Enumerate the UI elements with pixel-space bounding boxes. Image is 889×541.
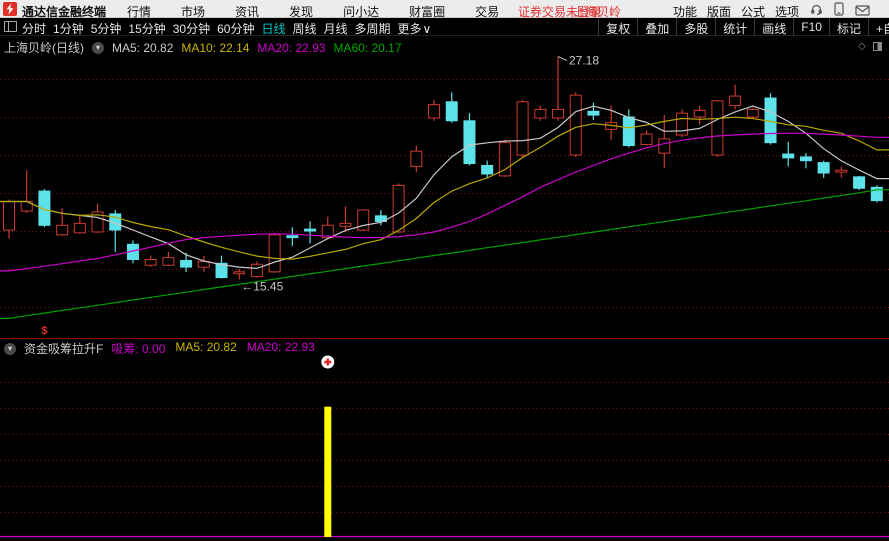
indicator-dropdown-icon[interactable]: ▾ <box>4 342 16 355</box>
headset-icon[interactable] <box>810 3 823 21</box>
menu-item-news[interactable]: 资讯 <box>235 5 260 19</box>
diamond-icon[interactable]: ◇ <box>858 41 866 52</box>
tab-multi-period[interactable]: 多周期 <box>354 22 391 36</box>
login-status[interactable]: 证券交易未登录 <box>518 5 603 19</box>
tab-1min[interactable]: 1分钟 <box>53 22 84 36</box>
chart-dropdown-icon[interactable]: ▾ <box>92 41 104 54</box>
multi-stock-button[interactable]: 多股 <box>676 18 715 36</box>
add-watchlist-button[interactable]: +自 <box>868 18 889 36</box>
overlay-button[interactable]: 叠加 <box>637 18 676 36</box>
more-dropdown[interactable]: 更多∨ <box>397 22 432 36</box>
tab-daily[interactable]: 日线 <box>261 22 286 36</box>
tab-30min[interactable]: 30分钟 <box>172 22 211 36</box>
ma10-label: MA10: 22.14 <box>181 40 250 55</box>
tab-15min[interactable]: 15分钟 <box>128 22 166 36</box>
draw-line-button[interactable]: 画线 <box>754 18 793 36</box>
period-tabs: 分时 1分钟 5分钟 15分钟 30分钟 60分钟 日线 周线 月线 多周期 更… <box>22 20 431 37</box>
titlebar-right-menu: 功能 版面 公式 选项 <box>673 3 799 20</box>
chart-corner-icons: ◇ <box>858 41 882 52</box>
tab-5min[interactable]: 5分钟 <box>90 22 122 36</box>
mail-icon[interactable] <box>855 3 870 21</box>
tab-intraday[interactable]: 分时 <box>22 22 47 36</box>
layout-window-icon[interactable] <box>4 21 17 32</box>
titlebar-menu: 行情 市场 资讯 发现 问小达 财富圈 交易 <box>127 3 499 20</box>
chart-tool-buttons: 复权 叠加 多股 统计 画线 F10 标记 +自 <box>598 18 889 36</box>
sell-signal-marker: $ <box>41 325 47 337</box>
titlebar: 通达信金融终端 行情 市场 资讯 发现 问小达 财富圈 交易 证券交易未登录 上… <box>0 0 889 21</box>
indicator-field-ma20: MA20: 22.93 <box>246 340 315 354</box>
menu-item-options[interactable]: 选项 <box>775 5 800 19</box>
menu-item-ask[interactable]: 问小达 <box>343 5 380 19</box>
cross-circle-marker <box>321 355 335 369</box>
phone-icon[interactable] <box>834 2 844 21</box>
ma20-label: MA20: 22.93 <box>257 40 326 55</box>
app-logo-icon[interactable] <box>3 2 17 16</box>
menu-item-quotes[interactable]: 行情 <box>127 5 152 19</box>
menu-item-trade[interactable]: 交易 <box>475 5 500 19</box>
restore-rights-button[interactable]: 复权 <box>598 18 637 36</box>
indicator-name: 资金吸筹拉升F <box>24 342 104 356</box>
app-title: 通达信金融终端 <box>22 5 107 19</box>
menu-item-formula[interactable]: 公式 <box>741 5 766 19</box>
tab-60min[interactable]: 60分钟 <box>217 22 255 36</box>
menu-item-discover[interactable]: 发现 <box>289 5 314 19</box>
titlebar-icons <box>810 2 870 21</box>
ma60-label: MA60: 20.17 <box>333 40 402 55</box>
statistics-button[interactable]: 统计 <box>715 18 754 36</box>
indicator-field-xichou: 吸筹: 0.00 <box>111 342 166 356</box>
chevron-down-icon: ∨ <box>422 22 432 36</box>
high-price-annotation: 27.18 <box>569 54 599 68</box>
menu-item-functions[interactable]: 功能 <box>673 5 698 19</box>
low-price-annotation: ←15.45 <box>241 279 283 293</box>
menu-item-market[interactable]: 市场 <box>181 5 206 19</box>
chart-title: 上海贝岭(日线) <box>4 41 84 55</box>
tab-monthly[interactable]: 月线 <box>323 22 348 36</box>
main-chart-header: 上海贝岭(日线) ▾ MA5: 20.82 MA10: 22.14 MA20: … <box>4 39 402 56</box>
tab-weekly[interactable]: 周线 <box>292 22 317 36</box>
f10-button[interactable]: F10 <box>793 18 829 36</box>
split-panel-icon[interactable] <box>872 42 882 51</box>
indicator-panel-header: ▾ 资金吸筹拉升F 吸筹: 0.00 MA5: 20.82 MA20: 22.9… <box>4 340 315 357</box>
indicator-field-ma5: MA5: 20.82 <box>175 340 237 354</box>
menu-item-layout[interactable]: 版面 <box>707 5 732 19</box>
ma5-label: MA5: 20.82 <box>112 40 174 55</box>
period-toolbar: 分时 1分钟 5分钟 15分钟 30分钟 60分钟 日线 周线 月线 多周期 更… <box>0 18 889 36</box>
menu-item-wealth-circle[interactable]: 财富圈 <box>409 5 446 19</box>
stock-name-label[interactable]: 上海贝岭 <box>573 5 622 19</box>
mark-button[interactable]: 标记 <box>828 18 868 36</box>
